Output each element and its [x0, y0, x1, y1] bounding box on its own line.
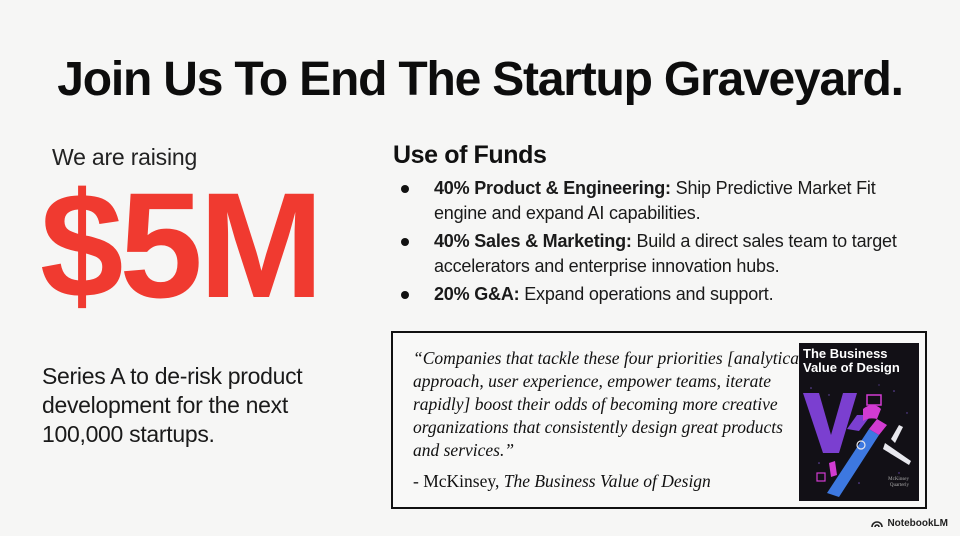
funds-item-label: 40% Sales & Marketing:: [434, 231, 632, 251]
raising-intro: We are raising: [52, 144, 198, 170]
funds-item: 20% G&A: Expand operations and support.: [398, 282, 918, 307]
quote-text: “Companies that tackle these four priori…: [413, 348, 804, 460]
raise-description: Series A to de-risk product development …: [42, 363, 303, 447]
bullet-icon: [401, 185, 409, 193]
funds-item-label: 40% Product & Engineering:: [434, 178, 671, 198]
page-title: Join Us To End The Startup Graveyard.: [57, 53, 904, 106]
funds-item-label: 20% G&A:: [434, 284, 520, 304]
publisher-line: McKinsey: [888, 477, 909, 482]
notebooklm-branding: NotebookLM: [871, 518, 948, 529]
attribution-source: The Business Value of Design: [503, 471, 711, 491]
quote-attribution: - McKinsey, The Business Value of Design: [413, 470, 805, 493]
funds-item: 40% Product & Engineering: Ship Predicti…: [398, 176, 918, 226]
book-publisher: McKinsey Quarterly: [888, 477, 909, 489]
bullet-icon: [401, 238, 409, 246]
publisher-line: Quarterly: [889, 483, 909, 488]
funds-item-text: Expand operations and support.: [519, 284, 774, 304]
funds-item-text: Ship Predictive Market Fit engine and ex…: [434, 178, 876, 223]
raise-amount: $5M: [40, 161, 324, 329]
bullet-icon: [401, 291, 409, 299]
use-of-funds-heading: Use of Funds: [393, 141, 547, 169]
book-title: The Business Value of Design: [803, 346, 900, 375]
notebooklm-icon: [871, 521, 884, 528]
quote-box: “Companies that tackle these four priori…: [391, 331, 927, 509]
funds-item: 40% Sales & Marketing: Build a direct sa…: [398, 229, 918, 279]
attribution-prefix: - McKinsey,: [413, 471, 504, 491]
funds-item-text: Build a direct sales team to target acce…: [434, 231, 897, 276]
brand-name: NotebookLM: [887, 518, 948, 529]
book-cover-image: The Business Value of Design McKinsey Qu…: [799, 343, 919, 501]
book-cover-illustration: [803, 384, 911, 497]
use-of-funds-list: 40% Product & Engineering: Ship Predicti…: [398, 176, 918, 310]
